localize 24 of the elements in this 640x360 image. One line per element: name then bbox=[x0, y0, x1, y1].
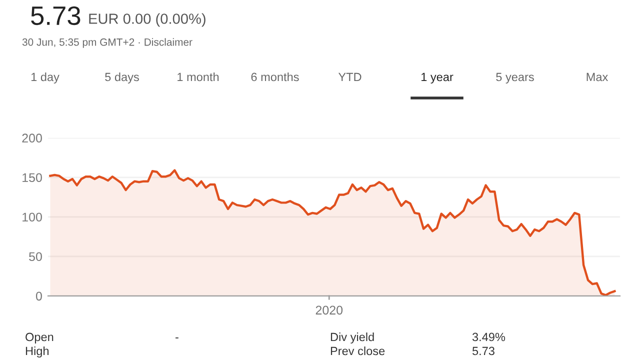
text: 30 Jun, 5:35 pm GMT+2 · Disclaimer bbox=[22, 38, 192, 48]
text: Prev close bbox=[330, 346, 385, 356]
text: YTD bbox=[338, 72, 362, 82]
y-tick-label: 150 bbox=[22, 173, 42, 182]
text: Max bbox=[586, 72, 608, 82]
y-tick-label: 200 bbox=[22, 134, 42, 143]
text: 2020 bbox=[316, 306, 343, 315]
text: High bbox=[26, 346, 49, 358]
text: 3.49% bbox=[472, 332, 506, 342]
text: 6 months bbox=[251, 72, 299, 82]
text: - bbox=[176, 337, 178, 338]
text: 5 days bbox=[105, 72, 139, 84]
text: 1 year bbox=[421, 72, 454, 84]
text: 1 month bbox=[178, 72, 219, 82]
text: Div yield bbox=[330, 332, 374, 344]
chart-subtitle: EUR 0.00 (0.00%) bbox=[89, 13, 206, 27]
y-tick-label: 50 bbox=[29, 252, 42, 262]
text: Open bbox=[26, 332, 54, 344]
text: 5.73 bbox=[472, 346, 494, 356]
y-tick-label: 100 bbox=[22, 212, 42, 222]
y-tick-label: 0 bbox=[36, 292, 42, 301]
text: 5.73 bbox=[31, 6, 80, 26]
text: 5 years bbox=[496, 72, 534, 84]
text: 1 day bbox=[31, 72, 60, 84]
